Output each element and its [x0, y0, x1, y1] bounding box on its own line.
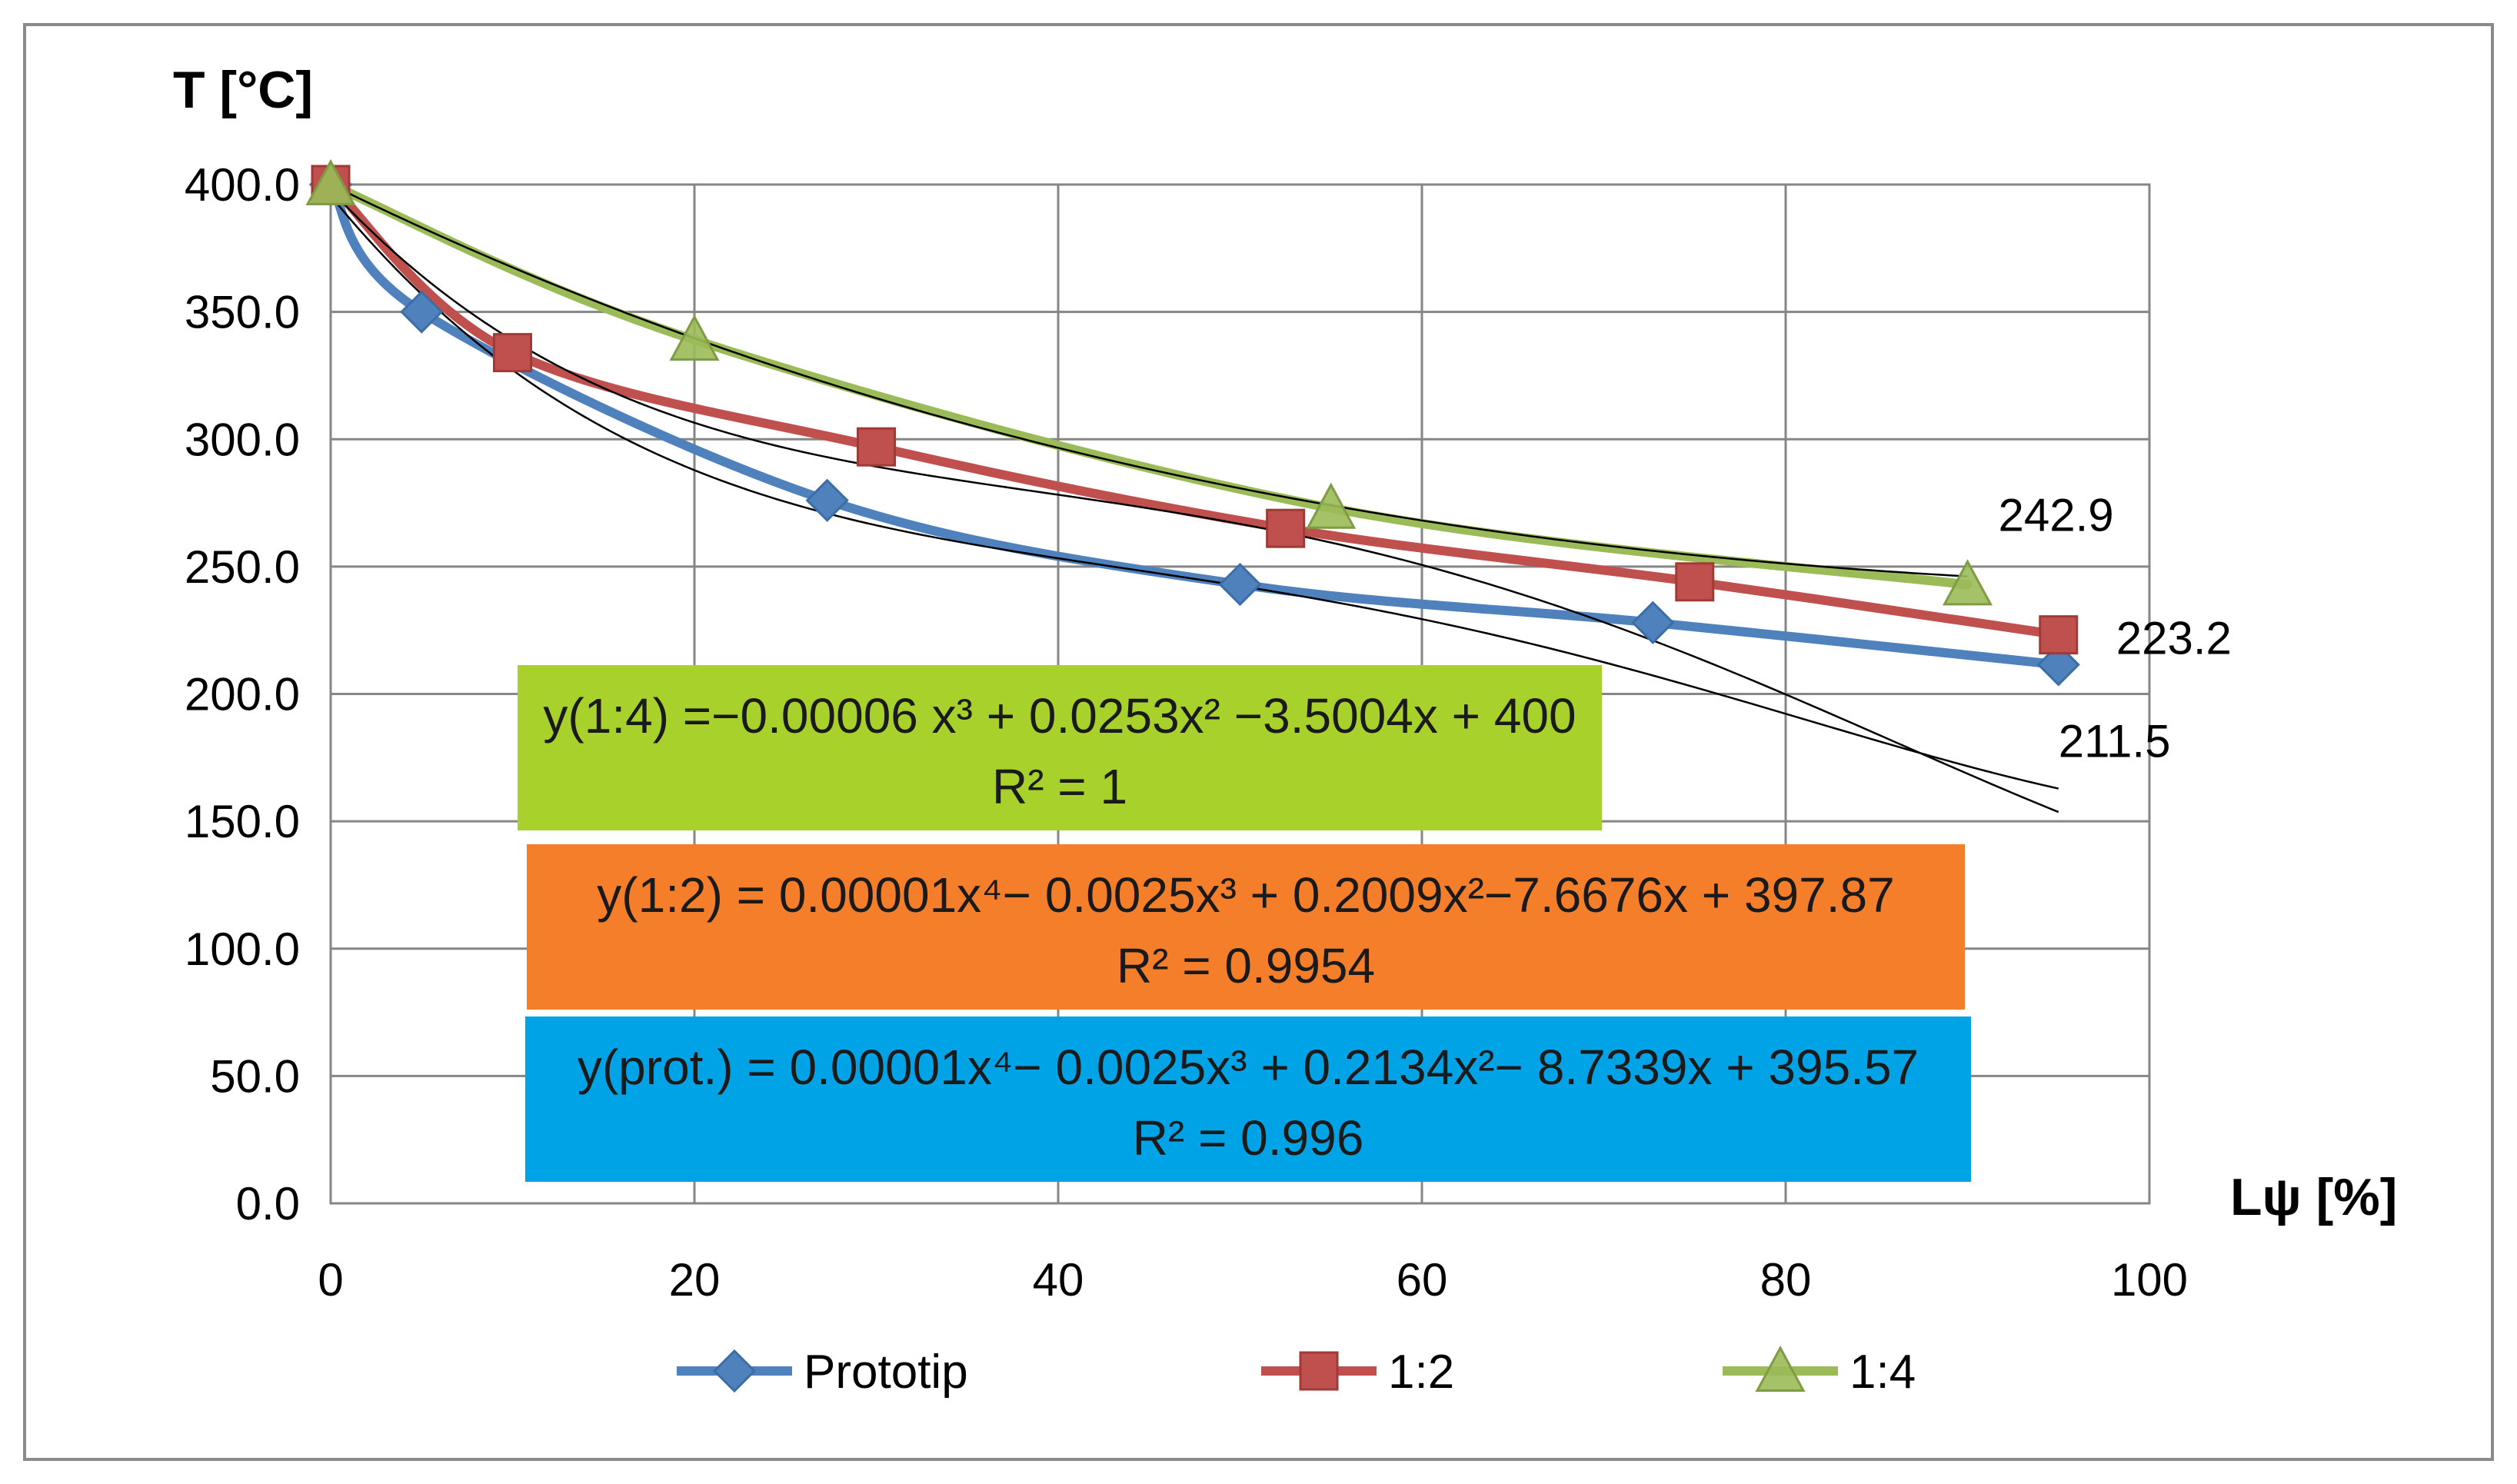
data-point: [1631, 601, 1675, 644]
equation-box-bg: [527, 844, 1965, 1010]
data-point: [400, 290, 444, 334]
y-tick-label: 100.0: [185, 923, 300, 975]
data-label: 223.2: [2116, 613, 2232, 664]
data-point: [669, 314, 720, 361]
x-tick-label: 0: [318, 1254, 343, 1306]
trendline: [330, 195, 2059, 790]
equation-text: y(1:2) = 0.00001x⁴− 0.0025x³ + 0.2009x²−…: [597, 867, 1894, 923]
y-tick-label: 400.0: [185, 159, 300, 211]
legend-marker: [712, 1349, 757, 1393]
x-tick-label: 100: [2111, 1254, 2188, 1306]
legend-item-prototip: Prototip: [677, 1346, 968, 1399]
eq-1-4-box: y(1:4) =−0.00006 x³ + 0.0253x² −3.5004x …: [518, 665, 1602, 830]
y-tick-label: 250.0: [185, 541, 300, 593]
data-point: [493, 333, 532, 373]
data-point: [1218, 562, 1262, 607]
x-tick-label: 40: [1033, 1254, 1084, 1306]
data-label: 242.9: [1999, 489, 2114, 541]
r-squared-text: R² = 0.9954: [1117, 938, 1375, 993]
equation-box-bg: [525, 1017, 1971, 1182]
y-tick-label: 300.0: [185, 414, 300, 465]
y-tick-label: 50.0: [210, 1050, 300, 1102]
x-tick-label: 60: [1397, 1254, 1448, 1306]
legend-item-1-2: 1:2: [1261, 1346, 1454, 1399]
legend-marker: [1755, 1345, 1806, 1392]
legend-marker: [1299, 1351, 1339, 1391]
legend-label: Prototip: [804, 1346, 968, 1399]
legend-label: 1:2: [1388, 1346, 1454, 1399]
y-tick-label: 350.0: [185, 287, 300, 338]
data-point: [1266, 508, 1306, 548]
trendline: [330, 189, 2059, 814]
data-point: [305, 158, 356, 205]
data-point: [1306, 482, 1357, 529]
equation-box-bg: [518, 665, 1602, 830]
y-tick-label: 200.0: [185, 669, 300, 720]
data-label: 211.5: [2059, 715, 2171, 767]
series-1-4: [326, 180, 1973, 590]
x-axis-title: Lψ [%]: [2230, 1168, 2397, 1226]
x-tick-label: 80: [1760, 1254, 1812, 1306]
equation-text: y(1:4) =−0.00006 x³ + 0.0253x² −3.5004x …: [543, 688, 1576, 744]
legend-item-1-4: 1:4: [1723, 1345, 1916, 1399]
eq-prot-box: y(prot.) = 0.00001x⁴− 0.0025x³ + 0.2134x…: [525, 1017, 1971, 1182]
series-prototip: [326, 180, 2063, 670]
data-point: [1942, 559, 1993, 606]
data-point: [1675, 562, 1715, 602]
y-tick-label: 0.0: [236, 1178, 300, 1229]
data-point: [2039, 615, 2079, 655]
x-tick-label: 20: [669, 1254, 721, 1306]
r-squared-text: R² = 0.996: [1133, 1110, 1364, 1166]
data-point: [2036, 643, 2080, 687]
y-tick-label: 150.0: [185, 796, 300, 847]
series-line: [326, 180, 2063, 670]
eq-1-2-box: y(1:2) = 0.00001x⁴− 0.0025x³ + 0.2009x²−…: [527, 844, 1965, 1010]
trendline: [330, 183, 1968, 577]
legend-label: 1:4: [1849, 1346, 1916, 1399]
data-point: [805, 478, 849, 522]
series-line: [326, 180, 1973, 590]
data-point: [857, 427, 896, 467]
equation-text: y(prot.) = 0.00001x⁴− 0.0025x³ + 0.2134x…: [578, 1040, 1919, 1095]
r-squared-text: R² = 1: [992, 759, 1127, 814]
y-axis-title: T [°C]: [173, 61, 313, 119]
